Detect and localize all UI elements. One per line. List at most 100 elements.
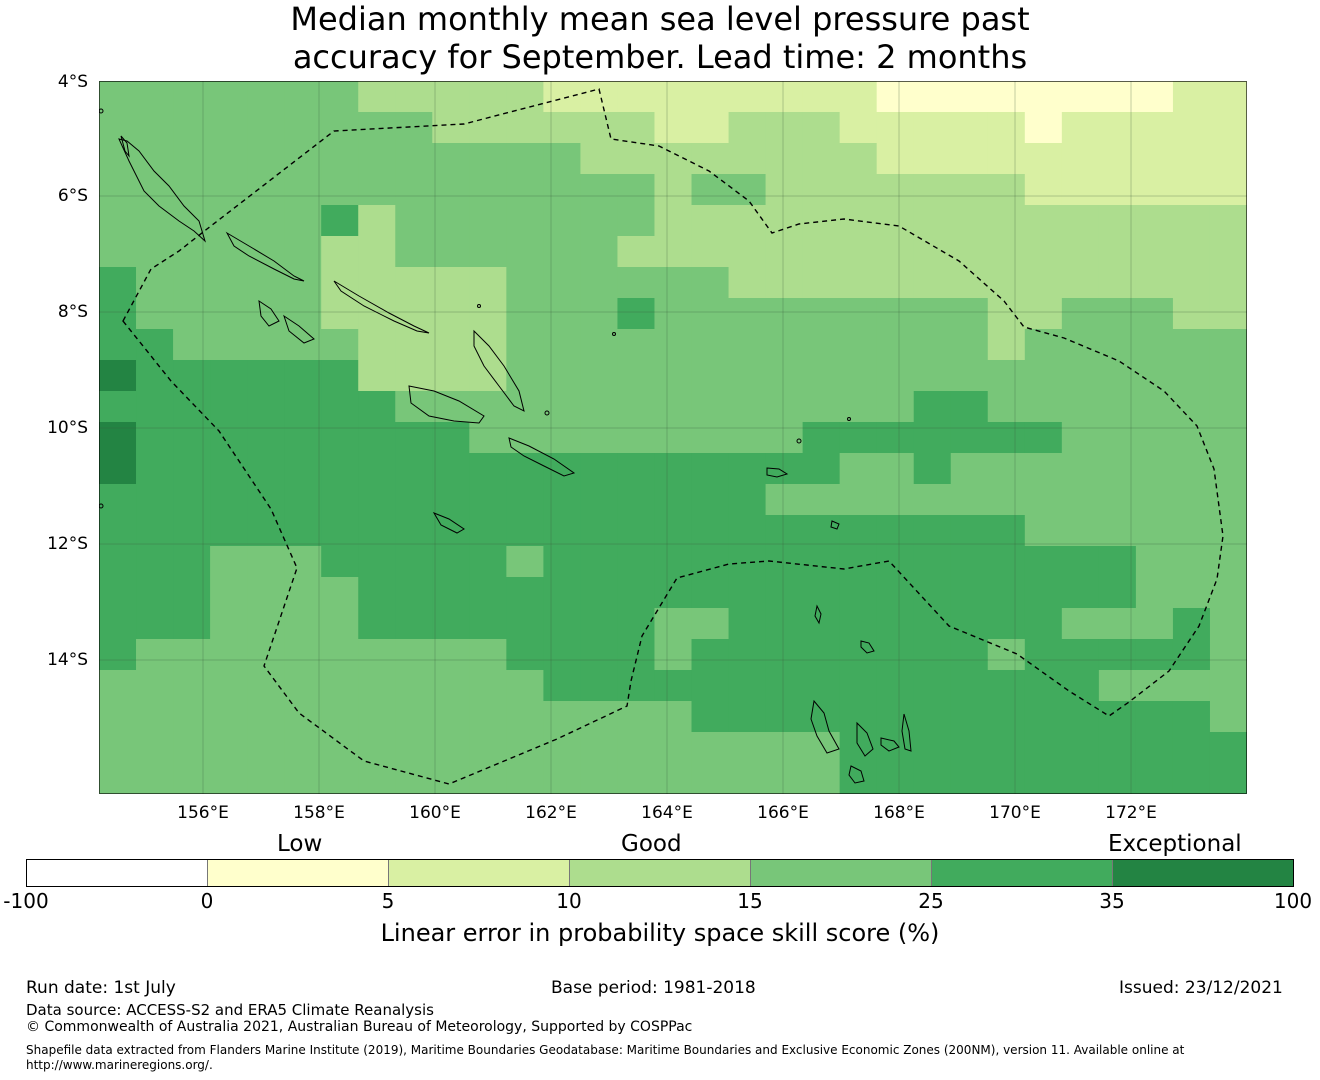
skill-cell <box>654 422 693 454</box>
skill-cell <box>136 546 174 578</box>
skill-cell <box>765 143 804 175</box>
skill-cell <box>469 453 507 485</box>
skill-cell <box>99 670 137 702</box>
skill-cell <box>358 174 396 206</box>
skill-cell <box>358 608 396 640</box>
skill-cell <box>432 763 470 794</box>
skill-cell <box>432 236 470 268</box>
skill-cell <box>987 763 1026 794</box>
map-title: Median monthly mean sea level pressure p… <box>0 0 1320 76</box>
skill-cell <box>506 515 544 547</box>
skill-cell <box>506 360 544 392</box>
skill-cell <box>395 360 433 392</box>
skill-cell <box>580 267 619 299</box>
skill-cell <box>617 360 656 392</box>
skill-cell <box>210 639 248 671</box>
skill-cell <box>358 639 396 671</box>
skill-cell <box>173 143 211 175</box>
skill-cell <box>1172 205 1211 237</box>
skill-cell <box>1172 267 1211 299</box>
skill-cell <box>506 453 544 485</box>
colorbar-segment <box>932 860 1113 886</box>
skill-cell <box>247 546 285 578</box>
skill-cell <box>876 608 915 640</box>
skill-cell <box>950 360 989 392</box>
skill-cell <box>358 422 396 454</box>
skill-cell <box>321 701 359 733</box>
skill-cell <box>432 701 470 733</box>
skill-cell <box>1209 639 1247 671</box>
skill-cell <box>358 143 396 175</box>
skill-cell <box>395 670 433 702</box>
skill-cell <box>358 267 396 299</box>
skill-cell <box>617 267 656 299</box>
skill-cell <box>876 732 915 764</box>
island-malaita <box>473 329 525 412</box>
skill-cell <box>1172 732 1211 764</box>
skill-cell <box>1024 608 1063 640</box>
skill-cell <box>1135 236 1174 268</box>
skill-cell <box>1061 205 1100 237</box>
skill-cell <box>395 174 433 206</box>
skill-cell <box>358 732 396 764</box>
skill-cell <box>913 81 952 113</box>
lat-label-12s: 12°S <box>47 534 88 554</box>
skill-cell <box>247 329 285 361</box>
skill-cell <box>1061 267 1100 299</box>
skill-cell <box>654 298 693 330</box>
skill-cell <box>728 670 767 702</box>
skill-cell <box>802 298 841 330</box>
skill-cell <box>1135 763 1174 794</box>
skill-cell <box>210 422 248 454</box>
skill-cell <box>1024 143 1063 175</box>
skill-cell <box>691 484 730 516</box>
skill-cell <box>136 422 174 454</box>
skill-cell <box>321 670 359 702</box>
skill-cell <box>210 732 248 764</box>
skill-cell <box>1098 670 1137 702</box>
skill-cell <box>99 701 137 733</box>
skill-cell <box>876 267 915 299</box>
skill-cell <box>1172 701 1211 733</box>
colorbar-segment <box>389 860 570 886</box>
skill-cell <box>469 577 507 609</box>
skill-cell <box>210 546 248 578</box>
skill-cell <box>1024 515 1063 547</box>
island-banks <box>830 520 840 530</box>
skill-cell <box>1209 515 1247 547</box>
skill-cell <box>469 515 507 547</box>
skill-cell <box>654 205 693 237</box>
skill-cell <box>284 236 322 268</box>
skill-cell <box>580 515 619 547</box>
skill-cell <box>580 732 619 764</box>
skill-cell <box>1024 81 1063 113</box>
skill-cell <box>617 81 656 113</box>
skill-cell <box>1172 608 1211 640</box>
skill-cell <box>1024 763 1063 794</box>
skill-cell <box>136 763 174 794</box>
skill-cell <box>691 236 730 268</box>
skill-cell <box>136 732 174 764</box>
skill-cell <box>395 267 433 299</box>
skill-cell <box>1209 391 1247 423</box>
skill-cell <box>728 608 767 640</box>
skill-cell <box>987 577 1026 609</box>
skill-cell <box>1098 639 1137 671</box>
skill-cell <box>543 391 582 423</box>
skill-cell <box>802 484 841 516</box>
skill-cell <box>358 577 396 609</box>
skill-cell <box>913 763 952 794</box>
skill-cell <box>210 670 248 702</box>
skill-cell <box>506 763 544 794</box>
skill-cell <box>358 81 396 113</box>
skill-cell <box>173 732 211 764</box>
skill-cell <box>876 143 915 175</box>
skill-cell <box>876 670 915 702</box>
skill-cell <box>987 453 1026 485</box>
island-pentecost <box>901 713 912 752</box>
skill-cell <box>1024 484 1063 516</box>
skill-cell <box>395 608 433 640</box>
skill-cell <box>913 670 952 702</box>
skill-cell <box>950 453 989 485</box>
skill-cell <box>580 298 619 330</box>
